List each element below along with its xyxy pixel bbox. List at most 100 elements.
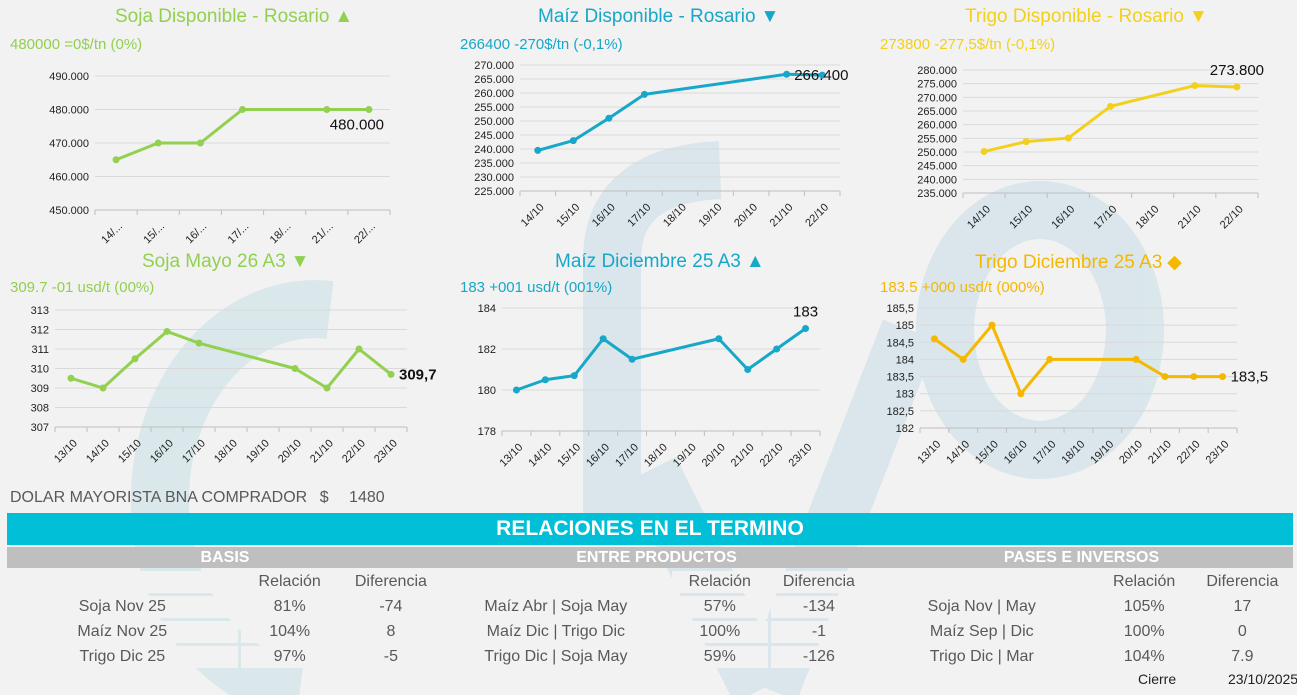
- data-point: [1219, 373, 1227, 381]
- table-header-row: Relación Diferencia: [870, 571, 1290, 593]
- x-tick-label: 22/10: [803, 201, 831, 229]
- chart-title: Maíz Disponible - Rosario ▼: [538, 6, 779, 28]
- relations-table: Relación Diferencia Soja Nov 25 81% -74 Maíz …: [4, 568, 443, 671]
- x-tick-label: 18/10: [642, 441, 670, 469]
- x-tick-label: 18/10: [1059, 438, 1087, 466]
- row-label: Maíz Nov 25: [7, 621, 238, 643]
- x-tick-label: 15/10: [555, 441, 583, 469]
- data-point: [323, 384, 331, 392]
- data-point: [323, 106, 331, 113]
- series-line: [115, 108, 369, 162]
- y-tick-label: 178: [478, 426, 496, 438]
- data-point: [1191, 82, 1199, 90]
- series-line: [70, 329, 392, 390]
- column-header-diferencia: Diferencia: [770, 571, 867, 593]
- series-line: [983, 84, 1237, 153]
- column-header-blank: [443, 571, 669, 593]
- chart-subtitle: 183.5 +000 usd/t (000%): [880, 279, 1045, 296]
- x-tick-label: 16/...: [184, 220, 210, 246]
- diferencia-value: -1: [770, 621, 867, 643]
- y-tick-label: 235.000: [917, 188, 957, 200]
- data-point: [534, 146, 542, 154]
- chart-trigo-disponible: Trigo Disponible - Rosario ▼ 273800 -277,5…: [860, 0, 1297, 245]
- x-tick-label: 14/10: [944, 438, 972, 466]
- dolar-value: 1480: [349, 489, 385, 506]
- y-tick-label: 183: [896, 389, 914, 401]
- y-tick-label: 450.000: [49, 205, 89, 217]
- y-tick-label: 240.000: [917, 174, 957, 186]
- relacion-value: 81%: [240, 596, 339, 618]
- chart-title-text: Maíz Diciembre 25 A3: [555, 251, 741, 272]
- chart-title: Maíz Diciembre 25 A3 ▲: [555, 251, 765, 273]
- x-tick-label: 17/10: [1091, 203, 1119, 231]
- relaciones-banner: RELACIONES EN EL TERMINO: [7, 513, 1293, 545]
- chart-title-text: Trigo Disponible - Rosario: [965, 6, 1184, 27]
- x-tick-label: 16/10: [148, 437, 176, 465]
- x-tick-label: 19/10: [697, 201, 725, 229]
- cierre-label: Cierre: [1138, 671, 1177, 687]
- diferencia-value: 0: [1194, 621, 1290, 643]
- data-point: [628, 355, 636, 363]
- y-tick-label: 180: [478, 385, 496, 397]
- section-entre-productos: ENTRE PRODUCTOS Relación Diferencia Maíz Ab…: [443, 547, 870, 671]
- data-point: [570, 372, 578, 380]
- data-point: [773, 345, 781, 353]
- chart-title: Trigo Diciembre 25 A3 ◆: [975, 251, 1182, 274]
- x-tick-label: 13/10: [497, 441, 525, 469]
- data-point: [930, 335, 938, 343]
- x-tick-label: 14/10: [965, 203, 993, 231]
- table-row: Maíz Nov 25 104% 8: [7, 621, 440, 643]
- data-point: [67, 374, 75, 382]
- chart-subtitle: 273800 -277,5$/tn (-0,1%): [880, 36, 1056, 53]
- x-tick-label: 22/10: [1175, 438, 1203, 466]
- chart-subtitle: 480000 =0$/tn (0%): [10, 36, 143, 53]
- y-tick-label: 307: [31, 422, 49, 434]
- table-row: Trigo Dic | Mar 104% 7.9: [870, 646, 1290, 668]
- column-header-relacion: Relación: [1096, 571, 1192, 593]
- y-tick-label: 250.000: [474, 116, 514, 128]
- chart-title-text: Trigo Diciembre 25 A3: [975, 252, 1163, 273]
- series-line: [537, 72, 823, 152]
- dolar-label: DOLAR MAYORISTA BNA COMPRADOR: [10, 489, 308, 506]
- relations-table: Relación Diferencia Soja Nov | May 105% 17 Ma…: [867, 568, 1293, 671]
- data-point: [1233, 83, 1241, 91]
- chart-plot: 225.000 230.000 235.000 240.000 245.000 250.0…: [474, 60, 848, 229]
- footer-cierre: Cierre 23/10/2025: [1138, 671, 1297, 687]
- chart-subtitle: 183 +001 usd/t (001%): [460, 279, 613, 296]
- y-tick-label: 270.000: [917, 92, 957, 104]
- data-point: [715, 335, 723, 343]
- data-point: [512, 386, 520, 394]
- column-header-diferencia: Diferencia: [341, 571, 440, 593]
- x-tick-label: 17/10: [180, 437, 208, 465]
- y-tick-label: 185,5: [886, 303, 914, 315]
- y-tick-label: 311: [31, 344, 49, 356]
- x-tick-label: 23/10: [787, 441, 815, 469]
- x-tick-label: 21/10: [768, 201, 796, 229]
- chart-plot: 307 308 309 310 311 312 313 13/10 14/10 15/10 16/1…: [31, 305, 437, 465]
- x-tick-label: 17/10: [1031, 438, 1059, 466]
- x-tick-label: 22/10: [340, 437, 368, 465]
- x-tick-label: 18/10: [661, 201, 689, 229]
- data-point: [959, 355, 967, 363]
- x-tick-label: 15/...: [141, 220, 167, 246]
- y-tick-label: 280.000: [917, 65, 957, 77]
- x-tick-label: 15/10: [116, 437, 144, 465]
- table-header-row: Relación Diferencia: [443, 571, 867, 593]
- cierre-date: 23/10/2025: [1228, 671, 1297, 687]
- y-tick-label: 183,5: [886, 372, 914, 384]
- data-point: [1064, 134, 1072, 142]
- relacion-value: 97%: [240, 646, 339, 668]
- y-tick-label: 230.000: [474, 172, 514, 184]
- y-tick-label: 490.000: [49, 71, 89, 83]
- data-point: [195, 339, 203, 347]
- y-tick-label: 185: [896, 320, 914, 332]
- row-label: Soja Nov | May: [870, 596, 1094, 618]
- table-row: Soja Nov 25 81% -74: [7, 596, 440, 618]
- row-label: Maíz Sep | Dic: [870, 621, 1094, 643]
- x-tick-label: 18/10: [212, 437, 240, 465]
- data-point: [1046, 355, 1054, 363]
- data-point: [569, 137, 577, 145]
- chart-maiz-disponible: Maíz Disponible - Rosario ▼ 266400 -270$/t…: [430, 0, 860, 245]
